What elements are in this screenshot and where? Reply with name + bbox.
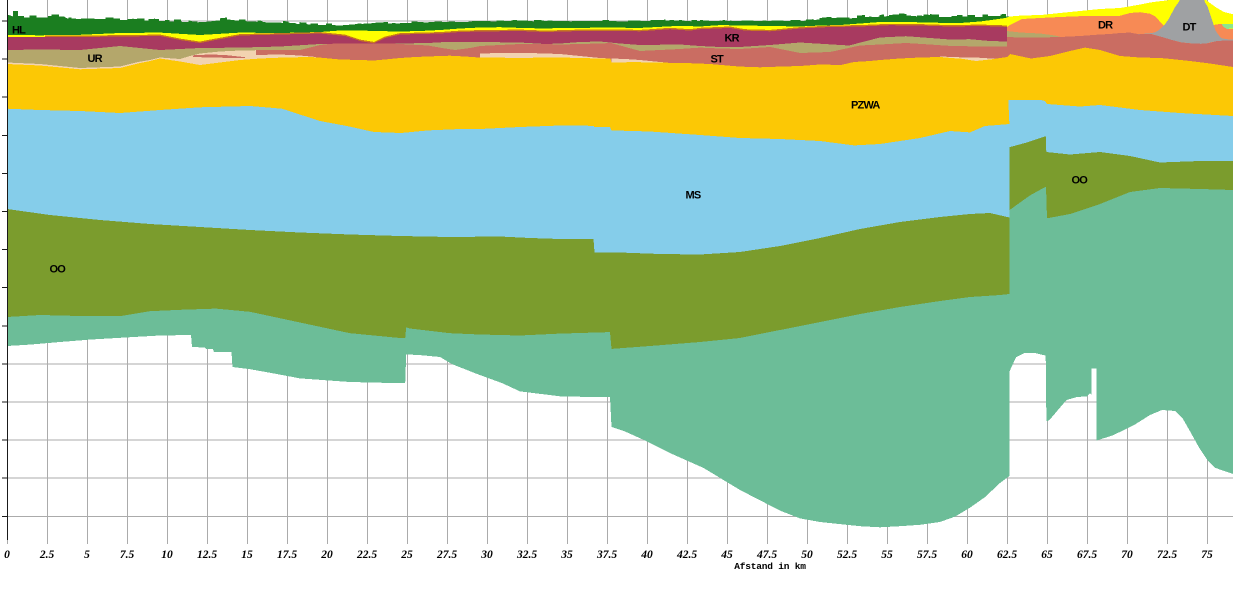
svg-text:55: 55 (881, 549, 893, 561)
svg-text:HL: HL (12, 25, 26, 37)
svg-text:OO: OO (50, 264, 67, 276)
svg-text:42.5: 42.5 (676, 549, 697, 561)
svg-text:5: 5 (84, 549, 90, 561)
svg-text:30: 30 (480, 549, 493, 561)
svg-text:70: 70 (1121, 549, 1133, 561)
svg-text:32.5: 32.5 (516, 549, 537, 561)
svg-text:12.5: 12.5 (197, 549, 217, 561)
svg-text:50: 50 (801, 549, 813, 561)
svg-text:OO: OO (1072, 175, 1089, 187)
svg-text:KR: KR (725, 33, 740, 45)
svg-text:UR: UR (88, 53, 103, 65)
svg-text:0: 0 (4, 549, 10, 561)
svg-text:22.5: 22.5 (356, 549, 377, 561)
svg-text:2.5: 2.5 (39, 549, 55, 561)
svg-text:37.5: 37.5 (596, 549, 617, 561)
svg-text:ST: ST (711, 54, 725, 66)
svg-text:75: 75 (1201, 549, 1213, 561)
svg-text:60: 60 (961, 549, 973, 561)
svg-text:67.5: 67.5 (1077, 549, 1097, 561)
svg-text:15: 15 (241, 549, 253, 561)
svg-text:17.5: 17.5 (277, 549, 297, 561)
svg-text:25: 25 (400, 549, 413, 561)
svg-text:40: 40 (640, 549, 653, 561)
svg-text:65: 65 (1041, 549, 1053, 561)
svg-text:62.5: 62.5 (997, 549, 1017, 561)
svg-text:57.5: 57.5 (917, 549, 937, 561)
svg-text:MS: MS (686, 190, 701, 202)
svg-text:10: 10 (161, 549, 173, 561)
svg-text:45: 45 (720, 549, 733, 561)
svg-text:DT: DT (1183, 22, 1197, 34)
svg-text:7.5: 7.5 (120, 549, 135, 561)
svg-text:Afstand in km: Afstand in km (734, 561, 806, 572)
svg-text:52.5: 52.5 (837, 549, 857, 561)
svg-text:20: 20 (320, 549, 333, 561)
svg-text:PZWA: PZWA (851, 100, 880, 112)
svg-text:47.5: 47.5 (756, 549, 777, 561)
svg-text:72.5: 72.5 (1157, 549, 1177, 561)
svg-text:DR: DR (1098, 20, 1113, 32)
svg-text:35: 35 (560, 549, 573, 561)
svg-text:27.5: 27.5 (436, 549, 457, 561)
